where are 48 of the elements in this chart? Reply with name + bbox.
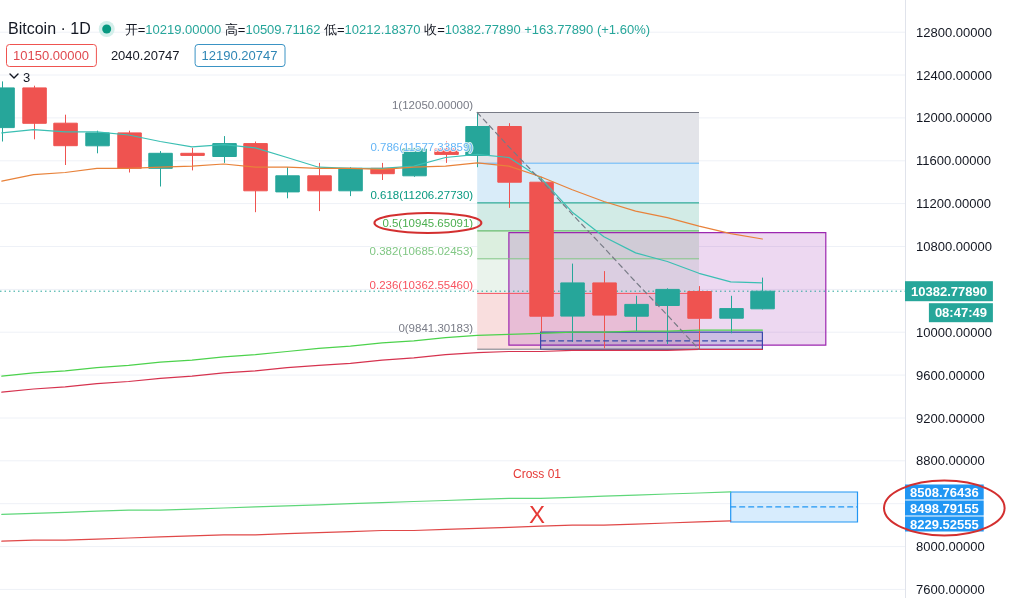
y-tick-label: 8000.00000 <box>916 539 985 555</box>
ref-line-label: 0.5(10945.65091) <box>382 216 474 229</box>
text: 08:47:49 <box>934 305 987 321</box>
annotation: 3 <box>23 70 31 85</box>
annotation: 12190.20747 <box>201 48 278 63</box>
line-series <box>1 348 763 393</box>
y-tick-label: 8800.00000 <box>916 453 985 469</box>
text: 8508.76436 <box>910 484 979 500</box>
y-tick-label: 10800.00000 <box>916 239 992 254</box>
text: 开=10219.00000 高=10509.71162 低=10212.18370 收=10382.77890 +163.77890 (+1.60%) <box>124 22 651 37</box>
text: Bitcoin · 1D <box>8 20 91 37</box>
ref-line-label: 0(9841.30183) <box>398 321 474 334</box>
candlestick <box>497 122 522 209</box>
ref-line-label: 0.618(11206.27730) <box>370 188 474 201</box>
candlestick <box>719 295 744 334</box>
text: 8229.52555 <box>910 516 979 532</box>
y-tick-label: 12400.00000 <box>916 67 992 83</box>
candlestick <box>148 150 173 187</box>
y-tick-label: 9200.00000 <box>916 410 985 426</box>
y-tick-label: 10000.00000 <box>916 324 992 340</box>
ref-line-label: 0.382(10685.02453) <box>369 244 474 257</box>
y-tick-label: 12800.00000 <box>916 24 992 40</box>
annotation: X <box>528 500 546 528</box>
ref-line-label: 1(12050.00000) <box>391 98 474 111</box>
y-tick-label: 7600.00000 <box>916 581 985 597</box>
candlestick <box>275 166 300 199</box>
candlestick <box>53 114 78 166</box>
line-series <box>1 162 763 240</box>
ref-line-label: 10382.77890 <box>911 283 987 299</box>
candlestick <box>180 147 205 171</box>
y-tick-label: 9600.00000 <box>916 367 985 383</box>
candlestick <box>243 141 268 213</box>
candlestick <box>85 130 110 154</box>
text: 8498.79155 <box>910 500 979 516</box>
annotation: 10150.00000 <box>13 48 89 63</box>
y-tick-label: 11200.00000 <box>916 196 991 212</box>
candlestick <box>117 130 142 173</box>
candlestick <box>592 270 617 349</box>
candlestick <box>338 166 363 197</box>
candlestick <box>22 85 47 140</box>
annotation: 2040.20747 <box>110 48 180 63</box>
y-tick-label: 12000.00000 <box>916 110 992 126</box>
candlestick <box>687 285 712 350</box>
annotation: Cross 01 <box>512 467 562 481</box>
candlestick <box>307 162 332 212</box>
candlestick <box>624 295 649 332</box>
ref-line-label: 0.236(10362.55460) <box>369 279 474 292</box>
y-tick-label: 11600.00000 <box>916 153 991 169</box>
